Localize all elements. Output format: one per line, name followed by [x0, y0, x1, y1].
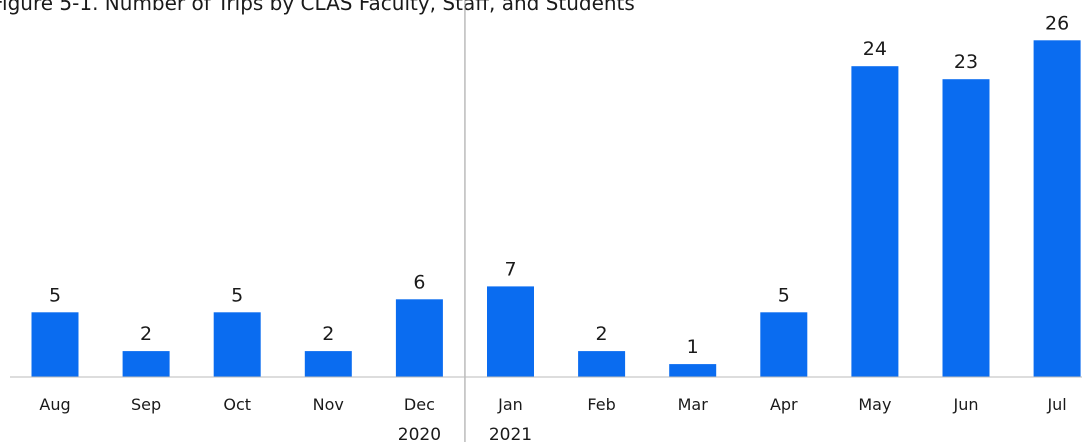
data-label-aug: 5 [49, 284, 61, 306]
bar-jun [942, 79, 990, 377]
bar-feb [578, 351, 626, 377]
data-label-oct: 5 [231, 284, 243, 306]
x-tick-label-nov: Nov [313, 395, 344, 414]
x-tick-label-feb: Feb [587, 395, 615, 414]
x-tick-label-jan: Jan [497, 395, 523, 414]
data-label-jun: 23 [954, 51, 978, 73]
x-tick-label-mar: Mar [678, 395, 709, 414]
x-tick-label-oct: Oct [223, 395, 251, 414]
data-label-nov: 2 [322, 323, 334, 345]
data-label-apr: 5 [778, 284, 790, 306]
bar-sep [122, 351, 170, 377]
data-label-sep: 2 [140, 323, 152, 345]
bar-jul [1033, 40, 1081, 378]
bar-mar [669, 364, 717, 377]
bar-jan [487, 286, 534, 377]
data-label-feb: 2 [596, 323, 608, 345]
bar-dec [395, 299, 443, 377]
data-label-may: 24 [863, 38, 887, 60]
bar-oct [213, 312, 261, 378]
data-label-jul: 26 [1045, 12, 1069, 34]
data-label-mar: 1 [687, 336, 699, 358]
x-tick-label-sep: Sep [131, 395, 161, 414]
data-label-dec: 6 [413, 271, 425, 293]
bar-aug [31, 312, 79, 378]
data-label-jan: 7 [504, 258, 516, 280]
year-label-2020: 2020 [398, 425, 441, 442]
x-tick-label-jul: Jul [1046, 395, 1066, 414]
bar-apr [760, 312, 808, 378]
x-tick-label-jun: Jun [953, 395, 979, 414]
x-tick-label-may: May [858, 395, 891, 414]
x-tick-label-dec: Dec [404, 395, 435, 414]
x-tick-label-apr: Apr [770, 395, 798, 414]
x-tick-label-aug: Aug [39, 395, 70, 414]
chart-title: Figure 5-1. Number of Trips by CLAS Facu… [0, 0, 635, 15]
year-label-2021: 2021 [489, 425, 532, 442]
bar-may [851, 66, 899, 377]
bar-nov [304, 351, 352, 377]
